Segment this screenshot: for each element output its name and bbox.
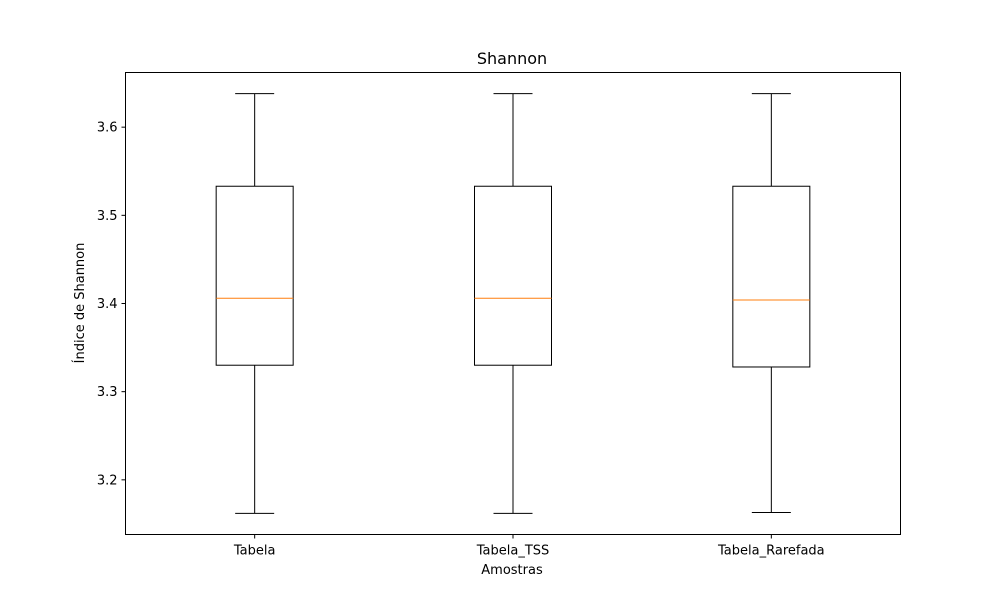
x-tick-label: Tabela_Rarefada: [717, 544, 825, 559]
y-axis-title: Índice de Shannon: [72, 243, 88, 364]
box-group-tabela: [215, 93, 294, 514]
y-axis: 3.2 3.3 3.4 3.5 3.6: [97, 121, 126, 488]
x-tick-label: Tabela_TSS: [476, 544, 550, 559]
box-iqr: [215, 185, 294, 366]
y-tick-label: 3.6: [97, 121, 118, 136]
boxes-layer: [215, 93, 811, 514]
y-tick-label: 3.3: [97, 385, 118, 400]
x-axis-title: Amostras: [481, 563, 543, 578]
y-tick-label: 3.2: [97, 473, 118, 488]
x-axis: Tabela Tabela_TSS Tabela_Rarefada: [233, 534, 825, 559]
box-iqr: [474, 185, 552, 366]
box-group-tabela-tss: [474, 93, 552, 514]
x-tick-label: Tabela: [233, 544, 276, 559]
y-tick-label: 3.5: [97, 209, 118, 224]
box-iqr: [732, 185, 811, 368]
chart-title: Shannon: [477, 49, 547, 68]
box-group-tabela-rarefada: [732, 93, 811, 513]
y-tick-label: 3.4: [97, 297, 118, 312]
